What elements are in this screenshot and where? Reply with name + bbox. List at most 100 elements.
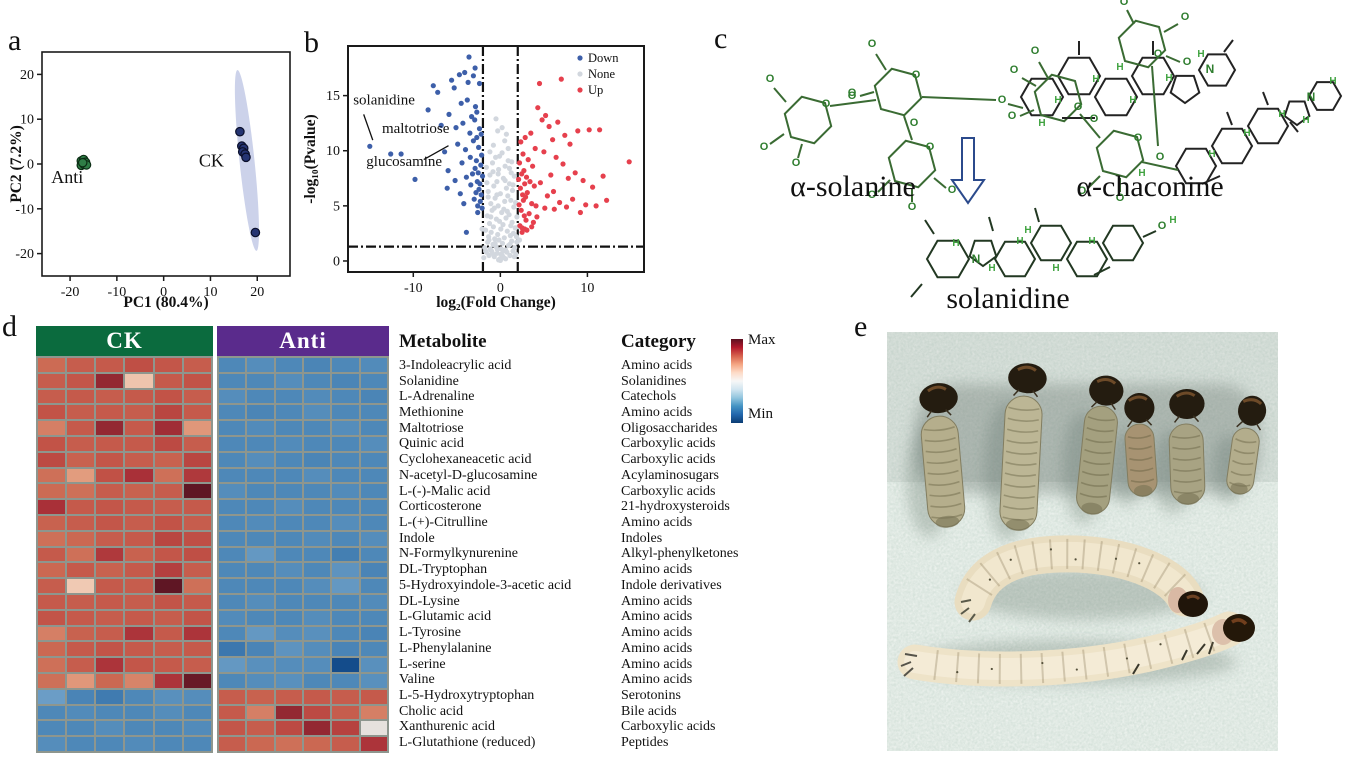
heatmap-cell bbox=[67, 531, 95, 546]
larva-head bbox=[1008, 363, 1047, 394]
ring bbox=[1307, 81, 1343, 111]
heatmap-cell bbox=[154, 595, 182, 609]
heatmap-cell bbox=[38, 452, 66, 467]
heatmap-cell bbox=[247, 437, 274, 451]
heatmap-cell bbox=[360, 563, 387, 578]
heatmap-cell bbox=[219, 737, 246, 751]
larva-segment-line bbox=[1126, 548, 1138, 578]
heatmap-cell bbox=[125, 721, 153, 736]
heatmap-cell bbox=[247, 737, 274, 751]
heatmap-cell bbox=[154, 563, 182, 578]
heatmap-cell bbox=[154, 373, 182, 388]
heatmap-cell bbox=[67, 737, 95, 751]
heatmap-cell bbox=[275, 484, 302, 499]
heatmap-cell bbox=[332, 626, 359, 641]
heatmap-cell bbox=[67, 373, 95, 388]
ring bbox=[1019, 77, 1065, 117]
y-axis-label: -log₁₀(Pvalue) bbox=[302, 114, 319, 203]
heatmap-cell bbox=[275, 626, 302, 641]
bond bbox=[859, 91, 875, 97]
metabolite-label: N-Formylkynurenine bbox=[399, 546, 518, 562]
legend-label: None bbox=[588, 67, 616, 81]
heatmap-cell bbox=[332, 579, 359, 593]
metabolite-label: L-(-)-Malic acid bbox=[399, 483, 491, 499]
heatmap-cell bbox=[304, 500, 331, 514]
heatmap-cell bbox=[360, 642, 387, 657]
heatmap-cell bbox=[360, 405, 387, 420]
volcano-plot: -10 0 10 0 5 10 15 log₂(Fold Change) -log₁₀(Pval… bbox=[302, 30, 654, 317]
heatmap-cell bbox=[247, 468, 274, 483]
heatmap-cell bbox=[38, 563, 66, 578]
larva-segment-line bbox=[1143, 639, 1153, 670]
heatmap-cell bbox=[125, 389, 153, 404]
heatmap-cell bbox=[154, 452, 182, 467]
heatmap-cell bbox=[219, 563, 246, 578]
larva-tail bbox=[900, 653, 918, 677]
heatmap-cell bbox=[275, 516, 302, 530]
heatmap-cell bbox=[96, 468, 124, 483]
ring bbox=[968, 239, 998, 268]
heatmap-cell bbox=[67, 642, 95, 657]
atom-label-O: O bbox=[766, 73, 775, 85]
x-tick-label: -10 bbox=[108, 285, 127, 300]
bond bbox=[1289, 121, 1299, 133]
heatmap-cell bbox=[154, 547, 182, 562]
metabolite-label: L-5-Hydroxytryptophan bbox=[399, 687, 535, 703]
heatmap-cell bbox=[125, 516, 153, 530]
heatmap-cell bbox=[332, 689, 359, 704]
atom-label-O: O bbox=[848, 90, 857, 102]
bond bbox=[1226, 111, 1233, 126]
heatmap-cell bbox=[332, 737, 359, 751]
heatmap-cell bbox=[219, 531, 246, 546]
heatmap-cell bbox=[67, 358, 95, 372]
heatmap-cell bbox=[38, 547, 66, 562]
heatmap-cell bbox=[275, 721, 302, 736]
metabolite-label: 3-Indoleacrylic acid bbox=[399, 357, 512, 373]
metabolite-column-header: Metabolite bbox=[399, 331, 487, 352]
ring bbox=[783, 95, 833, 145]
heatmap-cell bbox=[247, 500, 274, 514]
larva-segment-line bbox=[1081, 539, 1086, 570]
heatmap-cell bbox=[360, 437, 387, 451]
heatmap-cell bbox=[275, 389, 302, 404]
bond bbox=[773, 87, 787, 103]
heatmap-cell bbox=[38, 658, 66, 672]
category-label: Amino acids bbox=[621, 609, 693, 625]
heatmap-cell bbox=[125, 452, 153, 467]
heatmap-cell bbox=[332, 405, 359, 420]
heatmap-cell bbox=[304, 389, 331, 404]
heatmap-cell bbox=[67, 689, 95, 704]
panel-d-label: d bbox=[2, 310, 17, 343]
heatmap-cell bbox=[219, 547, 246, 562]
larva-segment-line bbox=[1153, 562, 1171, 589]
bond bbox=[1038, 61, 1049, 79]
heatmap-cell bbox=[125, 689, 153, 704]
heatmap-cell bbox=[183, 642, 211, 657]
heatmap-cell bbox=[247, 579, 274, 593]
heatmap-cell bbox=[219, 421, 246, 435]
metabolite-label: DL-Lysine bbox=[399, 593, 460, 609]
heatmap-cell bbox=[154, 405, 182, 420]
bond bbox=[903, 115, 913, 141]
category-label: Catechols bbox=[621, 389, 677, 405]
heatmap-cell bbox=[247, 642, 274, 657]
heatmap-grid-ck bbox=[36, 356, 213, 753]
heatmap-cell bbox=[96, 674, 124, 688]
heatmap-cell bbox=[96, 500, 124, 514]
larva-head bbox=[1178, 591, 1208, 617]
y-tick-label: -10 bbox=[15, 202, 34, 217]
series-none bbox=[479, 116, 523, 263]
metabolite-label-column: 3-Indoleacrylic acid Solanidine L-Adrenali… bbox=[399, 356, 614, 753]
metabolite-label: L-Glutathione (reduced) bbox=[399, 735, 536, 751]
heatmap-cell bbox=[67, 658, 95, 672]
atom-label-O: O bbox=[926, 141, 935, 153]
ring bbox=[1033, 73, 1083, 123]
heatmap-cell bbox=[247, 484, 274, 499]
bond bbox=[875, 53, 887, 71]
heatmap-cell bbox=[96, 437, 124, 451]
heatmap-cell bbox=[125, 468, 153, 483]
larva-segment-line bbox=[1163, 573, 1187, 597]
heatmap-cell bbox=[219, 484, 246, 499]
larva-segment-line bbox=[1031, 541, 1038, 572]
heatmap-cell bbox=[67, 563, 95, 578]
